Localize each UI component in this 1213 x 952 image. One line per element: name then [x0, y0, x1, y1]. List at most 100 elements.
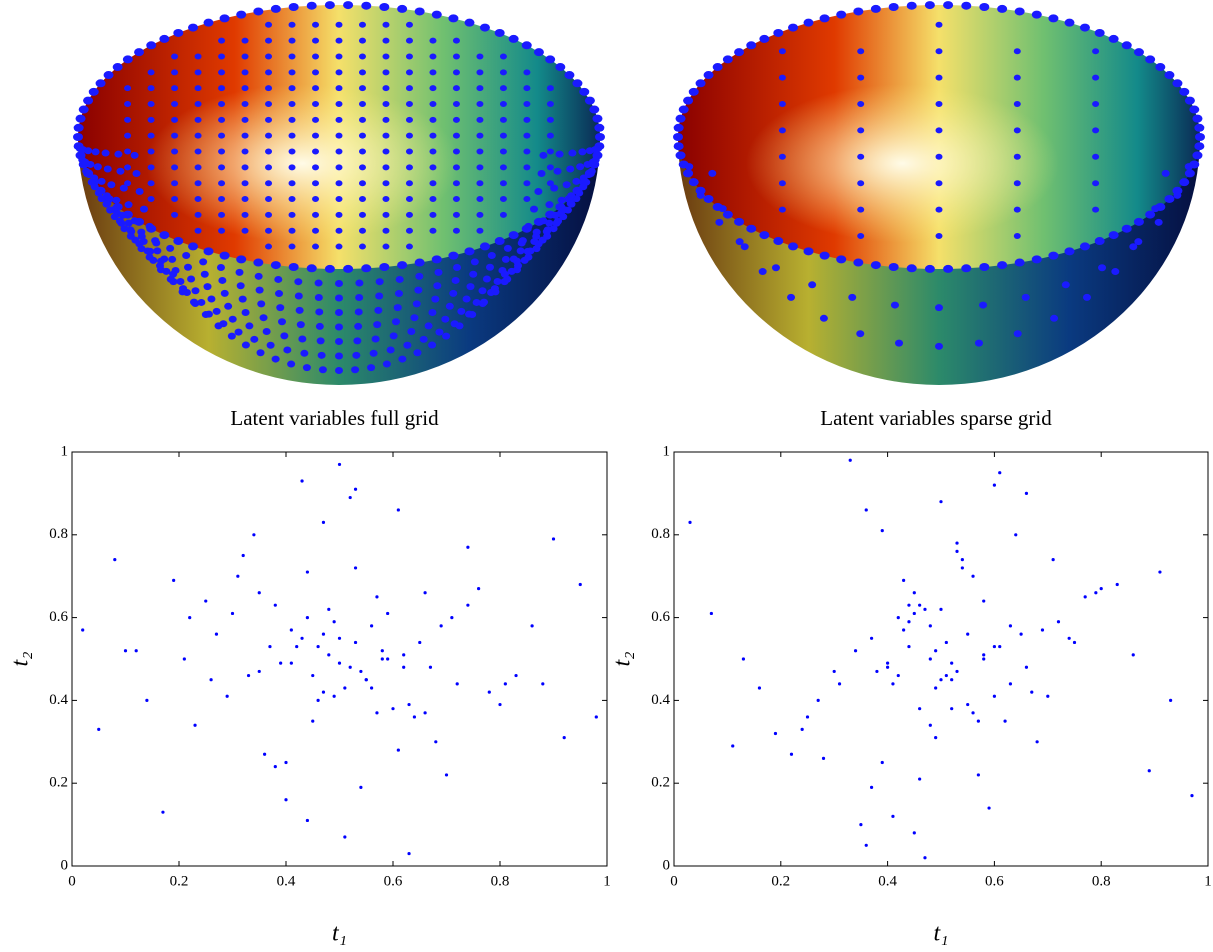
scatter-point: [1056, 620, 1061, 624]
bowl-node: [259, 314, 268, 322]
bowl-node: [375, 292, 384, 300]
bowl-node: [187, 275, 196, 283]
scatter-point: [1083, 595, 1087, 599]
bowl-node: [335, 180, 343, 187]
bowl-node: [499, 132, 507, 139]
bowl-node: [517, 239, 526, 247]
scatter-point: [316, 698, 320, 703]
bowl-node: [353, 337, 362, 345]
bowl-node: [118, 211, 127, 219]
bowl-node: [218, 37, 226, 44]
bowl-node: [276, 304, 285, 312]
scatter-point: [412, 715, 416, 719]
bowl-node: [315, 308, 324, 316]
bowl-highlight: [678, 5, 1200, 269]
bowl-node: [155, 262, 164, 270]
bowl-node: [836, 255, 847, 264]
bowl-node: [808, 281, 817, 289]
scatter-point: [407, 702, 411, 707]
bowl-node: [1121, 224, 1132, 233]
bowl-node: [1189, 105, 1200, 114]
scatter-point: [859, 823, 863, 827]
scatter-point: [477, 587, 481, 591]
y-tick-label: 0.8: [651, 526, 670, 542]
bowl-node: [935, 21, 943, 28]
scatter-point: [348, 495, 352, 500]
scatter-point: [353, 487, 358, 491]
scatter-point: [1099, 587, 1103, 591]
scatter-point: [279, 661, 283, 665]
scatter-point: [902, 578, 906, 582]
bowl-node: [280, 332, 289, 340]
bowl-node: [265, 69, 273, 76]
scatter-point: [466, 603, 470, 607]
bowl-node: [288, 227, 296, 234]
bowl-node: [358, 21, 366, 28]
scatter-point: [891, 814, 895, 818]
bowl-node: [288, 211, 296, 218]
bowl-node: [501, 255, 510, 263]
bowl-node: [1064, 247, 1075, 256]
bowl-node: [382, 69, 390, 76]
scatter-point: [955, 669, 959, 674]
bowl-node: [545, 55, 556, 64]
bowl-node: [335, 148, 343, 155]
scatter-point: [284, 798, 288, 802]
bowl-node: [382, 243, 390, 250]
bowl-node: [300, 349, 309, 357]
scatter-point: [402, 653, 406, 657]
bowl-node: [271, 355, 280, 363]
bowl-node: [551, 211, 560, 219]
scatter-point: [321, 520, 326, 524]
bowl-node: [771, 264, 780, 272]
bowl-node: [819, 14, 830, 23]
bowl-node: [358, 196, 366, 203]
scatter-point: [939, 607, 943, 611]
scatter-point: [912, 611, 916, 616]
bowl-node: [153, 247, 162, 255]
scatter-point: [869, 636, 874, 640]
scatter-point: [1131, 653, 1135, 657]
bowl-node: [935, 180, 943, 187]
bowl-node: [778, 74, 786, 81]
bowl-node: [534, 188, 543, 196]
scatter-point: [551, 537, 556, 541]
bowl-node: [688, 178, 699, 187]
bowl-node: [997, 4, 1008, 13]
bowl-node: [241, 69, 249, 76]
scatter-point: [955, 541, 959, 545]
bowl-node: [343, 1, 354, 10]
bowl-node: [494, 28, 505, 37]
x-tick-label: 0.8: [491, 873, 510, 889]
bowl-node: [961, 264, 972, 273]
y-tick-label: 0.2: [49, 775, 68, 791]
bowl-node: [476, 53, 484, 60]
scatter-point: [541, 682, 545, 686]
bowl-node: [530, 205, 539, 213]
bowl-node: [1013, 74, 1021, 81]
bowl-node: [266, 341, 275, 349]
scatter-point: [987, 806, 991, 810]
x-tick-label: 0.8: [1092, 873, 1111, 889]
scatter-point: [731, 744, 735, 748]
bowl-node: [335, 116, 343, 123]
bowl-node: [688, 87, 699, 96]
bowl-node: [943, 1, 954, 10]
bowl-node: [935, 127, 943, 134]
bowl-node: [734, 48, 745, 57]
bowl-node: [312, 37, 320, 44]
scatter-point: [327, 653, 331, 657]
bowl-node: [476, 101, 484, 107]
bowl-node: [318, 366, 327, 374]
bowl-node: [124, 180, 132, 187]
bowl-node: [351, 366, 360, 374]
bowl-node: [361, 1, 372, 10]
bowl-node: [415, 272, 424, 280]
bowl-node: [90, 174, 99, 182]
x-tick-label: 1: [603, 873, 611, 889]
bowl-node: [389, 332, 398, 340]
bowl-node: [265, 148, 273, 155]
bowl-node: [592, 114, 603, 123]
bowl-node: [579, 87, 590, 96]
bowl-node: [288, 53, 296, 60]
